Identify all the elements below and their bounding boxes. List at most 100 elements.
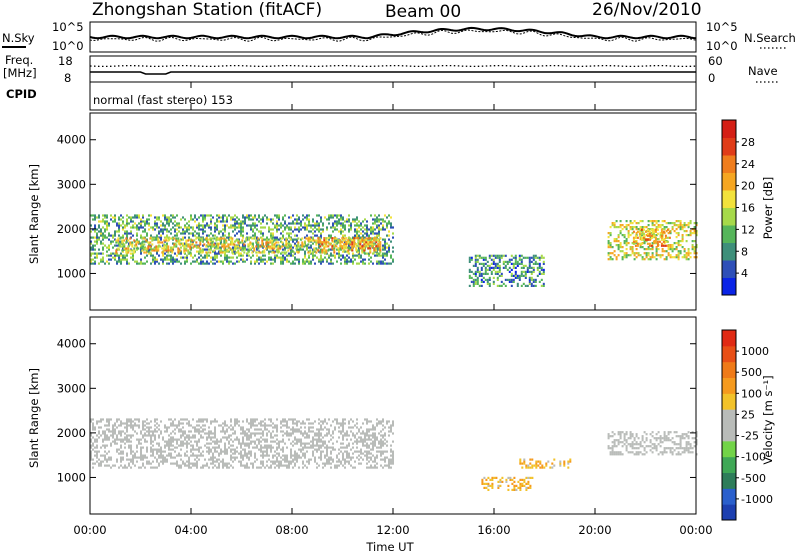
data-cell: [328, 457, 330, 459]
data-cell: [479, 257, 481, 259]
data-cell: [347, 239, 349, 241]
data-cell: [142, 455, 144, 457]
data-cell: [324, 441, 326, 443]
data-cell: [186, 447, 188, 449]
data-cell: [513, 265, 515, 267]
data-cell: [265, 243, 267, 245]
data-cell: [338, 465, 340, 467]
data-cell: [678, 224, 680, 226]
data-cell: [499, 485, 501, 487]
data-cell: [539, 259, 541, 261]
data-cell: [224, 432, 226, 434]
data-cell: [280, 222, 282, 224]
data-cell: [104, 439, 106, 441]
data-cell: [121, 249, 123, 251]
data-cell: [136, 239, 138, 241]
data-cell: [501, 257, 503, 259]
data-cell: [304, 241, 306, 243]
data-cell: [272, 463, 274, 465]
data-cell: [151, 237, 153, 239]
data-cell: [162, 222, 164, 224]
data-cell: [358, 257, 360, 259]
data-cell: [378, 232, 380, 234]
data-cell: [321, 251, 323, 253]
data-cell: [612, 435, 614, 437]
data-cell: [331, 239, 333, 241]
data-cell: [204, 424, 206, 426]
data-cell: [386, 255, 388, 257]
data-cell: [479, 285, 481, 287]
data-cell: [292, 422, 294, 424]
data-cell: [527, 481, 529, 483]
data-cell: [624, 435, 626, 437]
data-cell: [92, 263, 94, 265]
data-cell: [204, 459, 206, 461]
data-cell: [370, 428, 372, 430]
data-cell: [676, 256, 678, 258]
data-cell: [130, 220, 132, 222]
data-cell: [180, 428, 182, 430]
data-cell: [286, 426, 288, 428]
data-cell: [680, 220, 682, 222]
data-cell: [256, 467, 258, 469]
data-cell: [261, 245, 263, 247]
data-cell: [368, 428, 370, 430]
data-cell: [549, 467, 551, 469]
data-cell: [306, 216, 308, 218]
data-cell: [309, 237, 311, 239]
data-cell: [282, 430, 284, 432]
data-cell: [228, 263, 230, 265]
data-cell: [144, 455, 146, 457]
data-cell: [254, 434, 256, 436]
data-cell: [156, 224, 158, 226]
data-cell: [632, 226, 634, 228]
data-cell: [388, 430, 390, 432]
data-cell: [369, 243, 371, 245]
data-cell: [143, 243, 145, 245]
data-cell: [224, 255, 226, 257]
data-cell: [487, 485, 489, 487]
data-cell: [160, 228, 162, 230]
data-cell: [163, 243, 165, 245]
data-cell: [371, 241, 373, 243]
data-cell: [153, 237, 155, 239]
data-cell: [246, 224, 248, 226]
data-cell: [366, 235, 368, 237]
data-cell: [248, 255, 250, 257]
data-cell: [344, 235, 346, 237]
data-cell: [278, 441, 280, 443]
data-cell: [366, 457, 368, 459]
data-cell: [236, 439, 238, 441]
data-cell: [668, 254, 670, 256]
data-cell: [688, 258, 690, 260]
data-cell: [280, 232, 282, 234]
data-cell: [252, 243, 254, 245]
freq-line: [90, 72, 696, 74]
data-cell: [297, 245, 299, 247]
data-cell: [376, 261, 378, 263]
data-cell: [114, 255, 116, 257]
data-cell: [477, 271, 479, 273]
data-cell: [102, 445, 104, 447]
data-cell: [172, 214, 174, 216]
data-cell: [368, 467, 370, 469]
data-cell: [674, 256, 676, 258]
data-cell: [281, 245, 283, 247]
data-cell: [302, 226, 304, 228]
data-cell: [356, 228, 358, 230]
data-cell: [184, 232, 186, 234]
data-cell: [262, 424, 264, 426]
data-cell: [304, 255, 306, 257]
data-cell: [218, 465, 220, 467]
data-cell: [351, 249, 353, 251]
data-cell: [477, 259, 479, 261]
data-cell: [350, 418, 352, 420]
data-cell: [316, 228, 318, 230]
data-cell: [320, 216, 322, 218]
data-cell: [523, 257, 525, 259]
data-cell: [390, 467, 392, 469]
data-cell: [313, 247, 315, 249]
data-cell: [294, 430, 296, 432]
data-cell: [273, 239, 275, 241]
data-cell: [318, 261, 320, 263]
